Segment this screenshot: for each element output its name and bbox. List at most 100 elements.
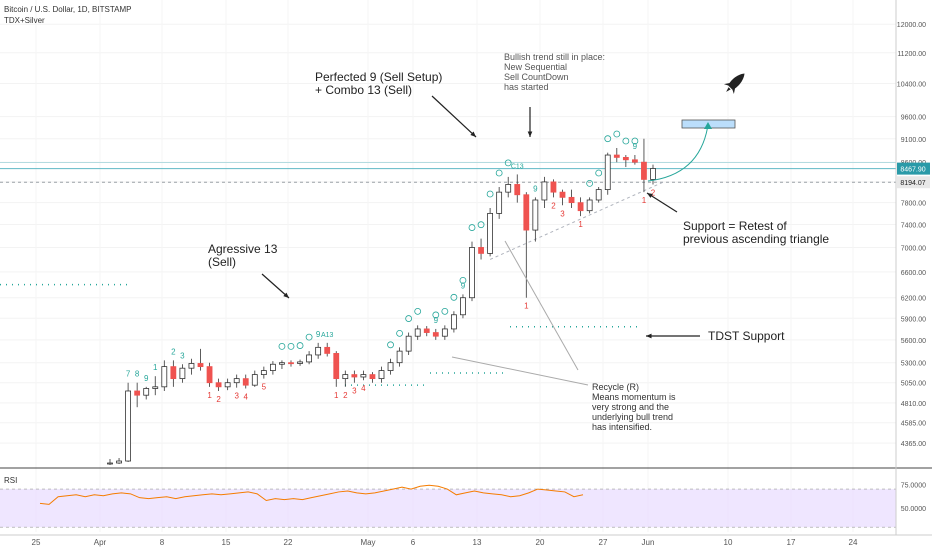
setup-circle-marker — [595, 169, 603, 177]
support-price-label: 8194.07 — [900, 180, 925, 187]
candle-up — [378, 370, 385, 380]
rsi-label: RSI — [4, 476, 17, 485]
aggressive-annotation: (Sell) — [208, 255, 236, 269]
countdown-label: 5 — [262, 383, 267, 392]
candle-down — [641, 161, 647, 180]
setup-circle-marker — [477, 221, 485, 229]
x-tick-label: 24 — [849, 538, 858, 547]
y-tick-label: 7000.00 — [901, 245, 926, 252]
countdown-label: 1 — [207, 391, 212, 400]
support-annotation: previous ascending triangle — [683, 232, 829, 246]
setup-circle-marker — [450, 293, 458, 301]
candle-up — [297, 361, 303, 364]
rsi-tick-label: 75.0000 — [901, 482, 926, 489]
rsi-panel: RSI 75.0000 50.0000 — [0, 476, 926, 528]
candle-up — [233, 378, 240, 384]
bullish-annotation: Sell CountDown — [504, 72, 569, 82]
x-tick-label: 27 — [599, 538, 608, 547]
y-tick-label: 6200.00 — [901, 296, 926, 303]
candle-down — [134, 390, 141, 396]
projection-curve-head — [704, 122, 712, 129]
candle-down — [632, 159, 638, 163]
grid-layer — [0, 23, 896, 444]
setup-circle-marker — [387, 341, 394, 349]
rsi-line — [39, 484, 584, 505]
countdown-label: 2 — [551, 201, 556, 210]
y-tick-label: 5600.00 — [901, 338, 926, 345]
recycle-annotation: very strong and the — [592, 402, 669, 412]
rsi-tick-label: 50.0000 — [901, 506, 926, 513]
y-tick-label: 9100.00 — [901, 137, 926, 144]
y-tick-label: 5900.00 — [901, 316, 926, 323]
x-tick-label: 8 — [160, 538, 165, 547]
aggressive-arrow-head — [283, 292, 289, 298]
bullish-annotation: Bullish trend still in place: — [504, 52, 605, 62]
countdown-label: 1 — [334, 391, 339, 400]
setup-label: 9 — [434, 316, 439, 325]
x-tick-label: 20 — [536, 538, 545, 547]
perfected-annotation: Perfected 9 (Sell Setup) — [315, 70, 442, 84]
bullish-annotation: New Sequential — [504, 62, 567, 72]
setup-circle-marker — [287, 342, 295, 350]
recycle-annotation: Means momentum is — [592, 392, 676, 402]
candle-up — [224, 382, 231, 388]
candle-up — [532, 199, 539, 231]
setup-circle-marker — [396, 329, 404, 337]
candle-down — [351, 374, 358, 378]
candle-up — [116, 460, 122, 464]
candle-up — [496, 191, 503, 214]
candle-down — [550, 181, 557, 193]
countdown-label: 2 — [651, 188, 656, 197]
y-tick-label: 5050.00 — [901, 381, 926, 388]
setup-label: 3 — [180, 351, 185, 360]
recycle-pointer-1 — [451, 356, 589, 386]
setup-label: 8 — [135, 370, 140, 379]
candle-down — [324, 346, 331, 354]
candle-up — [505, 184, 512, 193]
candle-up — [469, 247, 475, 299]
countdown-label: 2 — [216, 395, 221, 404]
indicator-name: TDX+Silver — [4, 16, 45, 25]
candle-down — [514, 184, 521, 196]
candle-down — [423, 328, 430, 333]
annotations: Perfected 9 (Sell Setup)+ Combo 13 (Sell… — [208, 52, 829, 432]
setup-circle-marker — [604, 135, 612, 143]
candle-down — [242, 378, 249, 386]
candle-up — [541, 181, 548, 201]
candle-up — [152, 386, 159, 389]
setup-circle-marker — [278, 342, 286, 350]
candle-up — [279, 362, 285, 365]
candle-up — [405, 335, 412, 352]
setup-circle-marker — [459, 276, 467, 284]
candle-down — [206, 366, 213, 384]
candle-up — [251, 374, 258, 386]
bullish-annotation: has started — [504, 82, 549, 92]
setup-circle-marker — [495, 169, 503, 177]
setup-label: 9 — [533, 184, 538, 193]
rocket-body — [728, 73, 745, 90]
candle-up — [143, 388, 150, 396]
x-tick-label: 13 — [473, 538, 482, 547]
candle-up — [260, 370, 267, 375]
setup-circle-marker — [432, 311, 440, 319]
candle-up — [306, 354, 313, 363]
y-tick-label: 10400.00 — [897, 81, 926, 88]
setup-label: A13 — [321, 332, 334, 339]
candle-down — [288, 362, 294, 365]
setup-circle-marker — [414, 307, 422, 315]
triangle-trendline — [489, 181, 664, 260]
setup-circle-marker — [504, 159, 512, 167]
candle-up — [188, 363, 195, 369]
candle-up — [450, 314, 457, 330]
countdown-label: 4 — [361, 384, 366, 393]
y-tick-label: 11200.00 — [897, 51, 926, 58]
support-annotation: Support = Retest of — [683, 219, 787, 233]
projection-curve — [647, 124, 709, 182]
y-tick-label: 4585.00 — [901, 421, 926, 428]
candle-up — [604, 154, 611, 190]
x-tick-label: 15 — [222, 538, 231, 547]
setup-circle-marker — [441, 307, 449, 315]
